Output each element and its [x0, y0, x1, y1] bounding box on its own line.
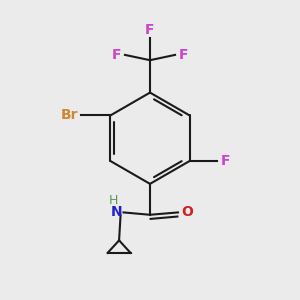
Text: N: N [110, 206, 122, 219]
Text: F: F [220, 154, 230, 168]
Text: F: F [112, 48, 122, 62]
Text: F: F [178, 48, 188, 62]
Text: F: F [145, 22, 155, 37]
Text: H: H [109, 194, 118, 207]
Text: O: O [182, 206, 194, 219]
Text: Br: Br [61, 108, 79, 122]
